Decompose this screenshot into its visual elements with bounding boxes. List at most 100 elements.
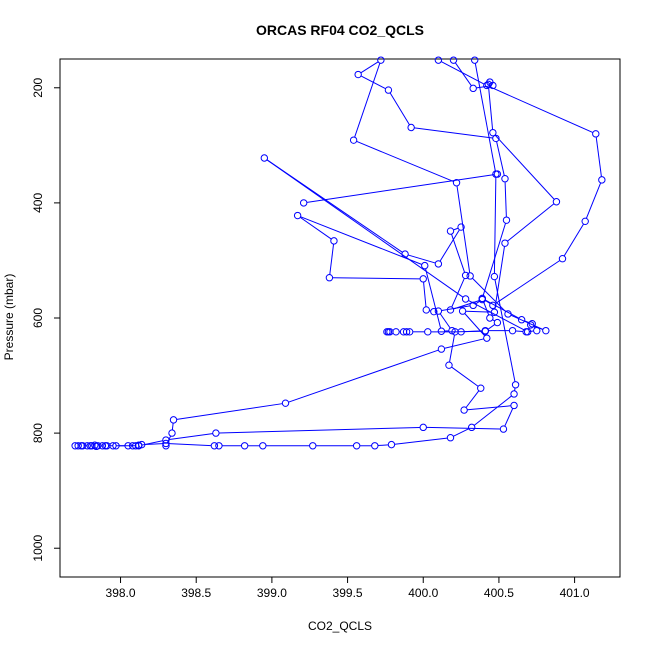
data-point xyxy=(457,328,465,336)
series-line-segment xyxy=(475,300,480,304)
data-point xyxy=(168,429,176,437)
data-point xyxy=(387,440,396,449)
series-line-segment xyxy=(329,244,335,275)
data-point xyxy=(419,275,427,283)
y-tick-label: 1000 xyxy=(31,535,45,562)
data-point xyxy=(430,307,438,316)
data-point xyxy=(486,314,494,322)
data-point xyxy=(527,321,535,329)
data-point xyxy=(407,123,415,132)
data-point xyxy=(448,326,456,335)
data-point xyxy=(259,442,267,450)
data-point xyxy=(169,416,178,424)
data-point xyxy=(493,318,502,327)
data-point xyxy=(77,442,85,450)
data-point xyxy=(469,301,477,310)
data-point xyxy=(581,217,589,226)
data-point xyxy=(212,429,220,437)
data-point xyxy=(162,442,170,450)
data-point xyxy=(162,439,170,448)
series-line-segment xyxy=(145,443,163,445)
data-point xyxy=(469,84,477,93)
series-line-segment xyxy=(449,335,455,362)
data-point xyxy=(489,128,497,137)
y-axis: 200 400 600 800 1000 xyxy=(31,77,60,562)
data-point xyxy=(452,179,461,187)
data-point xyxy=(461,271,470,280)
series-line-segment xyxy=(595,137,602,177)
series-line-segment xyxy=(444,338,484,349)
series-line-segment xyxy=(451,366,479,387)
data-point xyxy=(523,328,532,336)
series-line-segment xyxy=(332,277,420,280)
series-line-segment xyxy=(171,423,174,430)
series-line-segment xyxy=(356,140,454,182)
data-point xyxy=(492,134,500,143)
series-line-segment xyxy=(354,63,381,138)
series-line-segment xyxy=(300,217,332,240)
data-point xyxy=(501,239,509,247)
data-point xyxy=(325,274,334,282)
data-point xyxy=(457,223,465,231)
series-line-segment xyxy=(441,61,485,85)
data-point xyxy=(508,326,517,335)
data-point xyxy=(437,327,446,335)
series-line-segment xyxy=(484,299,491,304)
data-point xyxy=(309,442,317,450)
data-point xyxy=(471,56,479,64)
data-point xyxy=(510,401,518,410)
series-line-segment xyxy=(378,444,389,447)
data-point xyxy=(352,442,361,450)
data-point xyxy=(446,306,455,314)
data-point xyxy=(402,328,411,336)
series-line-segment xyxy=(166,435,171,443)
series-line-segment xyxy=(563,223,584,257)
series-line-segment xyxy=(476,85,490,89)
data-point xyxy=(419,423,427,432)
data-point xyxy=(493,170,502,178)
series-line-segment xyxy=(169,433,213,441)
data-point xyxy=(377,56,385,64)
data-point xyxy=(592,130,600,138)
series-line-segment xyxy=(141,440,163,446)
x-tick-label: 398.5 xyxy=(181,586,211,600)
data-point xyxy=(483,81,491,90)
data-point xyxy=(517,316,526,324)
data-point xyxy=(74,442,82,450)
series-line-segment xyxy=(515,330,523,333)
data-point xyxy=(330,237,338,245)
series-line-segment xyxy=(464,313,485,336)
data-point xyxy=(293,211,302,220)
data-point xyxy=(354,70,362,79)
series-line-segment xyxy=(169,443,212,447)
data-point xyxy=(434,56,443,64)
x-tick-label: 401.0 xyxy=(560,586,590,600)
series-line-segment xyxy=(483,301,490,316)
data-point xyxy=(371,442,379,450)
data-point xyxy=(101,442,110,450)
y-tick-label: 800 xyxy=(31,423,45,443)
series-line-segment xyxy=(453,428,469,437)
series-line-segment xyxy=(495,260,560,304)
series-line-segment xyxy=(423,282,427,307)
data-point xyxy=(510,390,518,398)
series-line-segment xyxy=(472,278,506,312)
series-line-segment xyxy=(464,330,482,333)
series-line-segment xyxy=(451,234,465,273)
series-line-segment xyxy=(451,278,465,308)
data-point xyxy=(449,56,458,64)
data-point xyxy=(434,260,443,268)
series-line-segment xyxy=(360,75,386,89)
x-tick-label: 400.0 xyxy=(408,586,438,600)
series-line-segment xyxy=(453,227,459,231)
series-line-segment xyxy=(496,141,505,176)
data-point xyxy=(384,86,393,94)
series-line-segment xyxy=(288,349,439,403)
data-point xyxy=(281,399,290,407)
data-point xyxy=(421,261,429,270)
series-line-segment xyxy=(494,246,505,309)
y-tick-label: 400 xyxy=(31,193,45,213)
